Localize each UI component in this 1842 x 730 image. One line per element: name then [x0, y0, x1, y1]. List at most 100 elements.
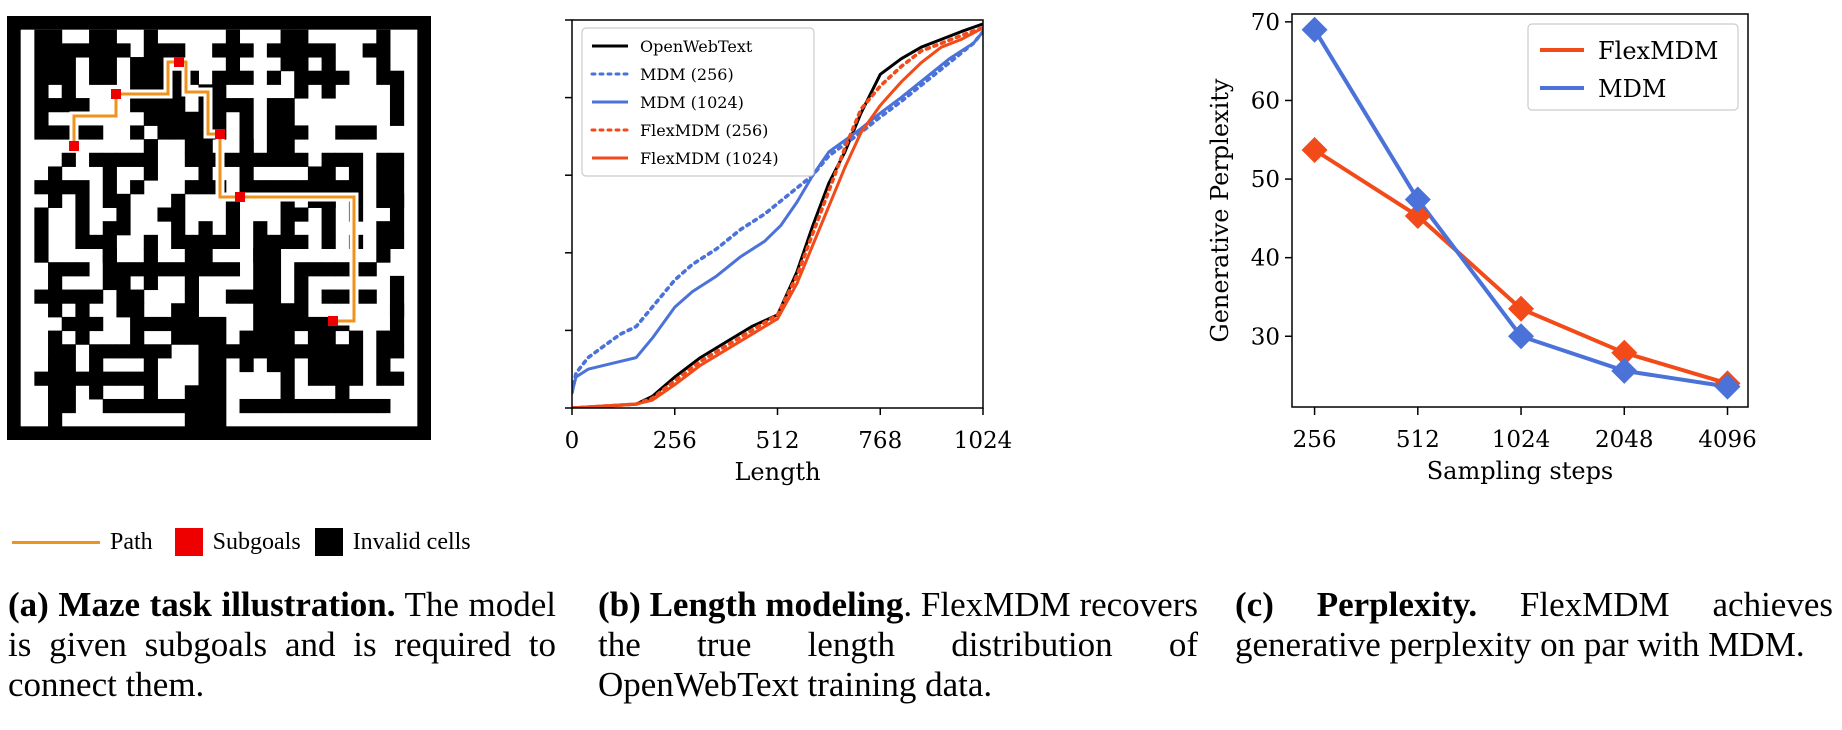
wall-cell	[198, 331, 212, 373]
wall-cell	[62, 290, 76, 304]
wall-cell	[157, 399, 171, 413]
wall-cell	[48, 125, 62, 139]
wall-cell	[226, 153, 240, 167]
wall-cell	[171, 303, 185, 345]
wall-cell	[294, 153, 308, 167]
wall-cell	[226, 30, 240, 72]
caption-c: (c) Perplexity. FlexMDM achieves generat…	[1235, 585, 1833, 665]
wall-cell	[390, 71, 404, 85]
wall-cell	[349, 125, 363, 139]
wall-cell	[322, 153, 336, 167]
wall-cell	[89, 153, 103, 167]
wall-cell	[130, 344, 144, 358]
wall-cell	[335, 153, 349, 167]
wall-cell	[157, 43, 171, 57]
wall-cell	[294, 399, 308, 413]
wall-cell	[376, 221, 390, 263]
wall-cell	[390, 153, 404, 167]
perplexity-chart: 256 512 1024 2048 40963040506070Sampling ste…	[1195, 0, 1842, 590]
x-tick-label: 512	[1396, 427, 1440, 453]
wall-cell	[390, 84, 404, 126]
wall-cell	[34, 290, 48, 304]
wall-cell	[62, 98, 76, 112]
subgoal-marker	[235, 192, 245, 202]
caption-a: (a) Maze task illustration. The model is…	[8, 585, 556, 705]
caption-a-bold: (a) Maze task illustration.	[8, 585, 396, 624]
subgoal-marker	[328, 316, 338, 326]
wall-cell	[376, 153, 390, 167]
wall-cell	[48, 71, 62, 85]
subgoal-marker	[111, 89, 121, 99]
wall-cell	[89, 344, 103, 358]
wall-cell	[240, 290, 254, 304]
wall-cell	[144, 358, 158, 400]
length-chart-panel: 02565127681024Length020406080100Quantile…	[560, 0, 1220, 590]
wall-cell	[212, 71, 226, 85]
wall-cell	[267, 180, 281, 194]
wall-cell	[281, 153, 295, 167]
caption-b: (b) Length modeling. FlexMDM recovers th…	[598, 585, 1198, 705]
wall-cell	[62, 180, 76, 194]
wall-cell	[198, 372, 212, 386]
wall-cell	[335, 71, 349, 85]
wall-cell	[157, 344, 171, 358]
wall-cell	[130, 98, 144, 112]
wall-cell	[34, 372, 48, 386]
wall-cell	[335, 399, 349, 413]
wall-cell	[267, 290, 281, 304]
wall-cell	[226, 235, 240, 249]
wall-cell	[376, 399, 390, 413]
wall-cell	[308, 399, 322, 413]
wall-cell	[75, 372, 89, 386]
x-axis-label: Sampling steps	[1427, 457, 1614, 485]
wall-cell	[103, 71, 117, 85]
path-legend-swatch	[12, 541, 100, 544]
wall-cell	[212, 317, 226, 331]
wall-cell	[376, 372, 390, 386]
subgoal-legend-label: Subgoals	[213, 529, 301, 556]
caption-b-bold: (b) Length modeling	[598, 585, 903, 624]
wall-cell	[294, 125, 308, 139]
wall-cell	[130, 180, 144, 194]
wall-cell	[226, 262, 240, 276]
data-point-MDM	[1302, 17, 1328, 43]
wall-cell	[376, 30, 390, 72]
wall-cell	[89, 358, 103, 400]
wall-cell	[89, 125, 103, 139]
wall-cell	[308, 317, 322, 331]
wall-cell	[103, 153, 117, 167]
legend-label-0: OpenWebText	[640, 37, 753, 56]
wall-cell	[376, 71, 390, 85]
wall-cell	[34, 221, 48, 263]
wall-cell	[294, 57, 308, 99]
y-tick-label: 50	[1251, 167, 1280, 193]
wall-cell	[363, 125, 377, 139]
x-tick-label: 4096	[1698, 427, 1757, 453]
wall-cell	[253, 399, 267, 413]
wall-cell	[198, 262, 212, 276]
wall-cell	[185, 112, 199, 154]
wall-cell	[198, 385, 212, 427]
wall-cell	[376, 331, 390, 373]
wall-cell	[390, 303, 404, 345]
wall-cell	[171, 235, 185, 249]
wall-cell	[62, 43, 76, 57]
x-tick-label: 1024	[954, 428, 1013, 454]
wall-cell	[281, 112, 295, 154]
wall-cell	[89, 235, 103, 249]
wall-cell	[144, 235, 158, 249]
perplexity-chart-panel: 256 512 1024 2048 4096 30 40 50 60 70 Sampling ste…	[1195, 0, 1842, 590]
wall-cell	[130, 399, 144, 413]
wall-cell	[75, 194, 89, 236]
wall-cell	[294, 180, 308, 194]
wall-cell	[390, 235, 404, 249]
wall-cell	[75, 303, 89, 345]
length-quantile-chart: 02565127681024Length020406080100Quantile…	[560, 0, 1220, 590]
wall-cell	[62, 344, 76, 358]
wall-cell	[103, 399, 117, 413]
wall-cell	[281, 344, 295, 358]
wall-cell	[308, 166, 322, 208]
wall-cell	[48, 98, 62, 112]
wall-cell	[130, 290, 144, 304]
wall-cell	[212, 84, 226, 126]
